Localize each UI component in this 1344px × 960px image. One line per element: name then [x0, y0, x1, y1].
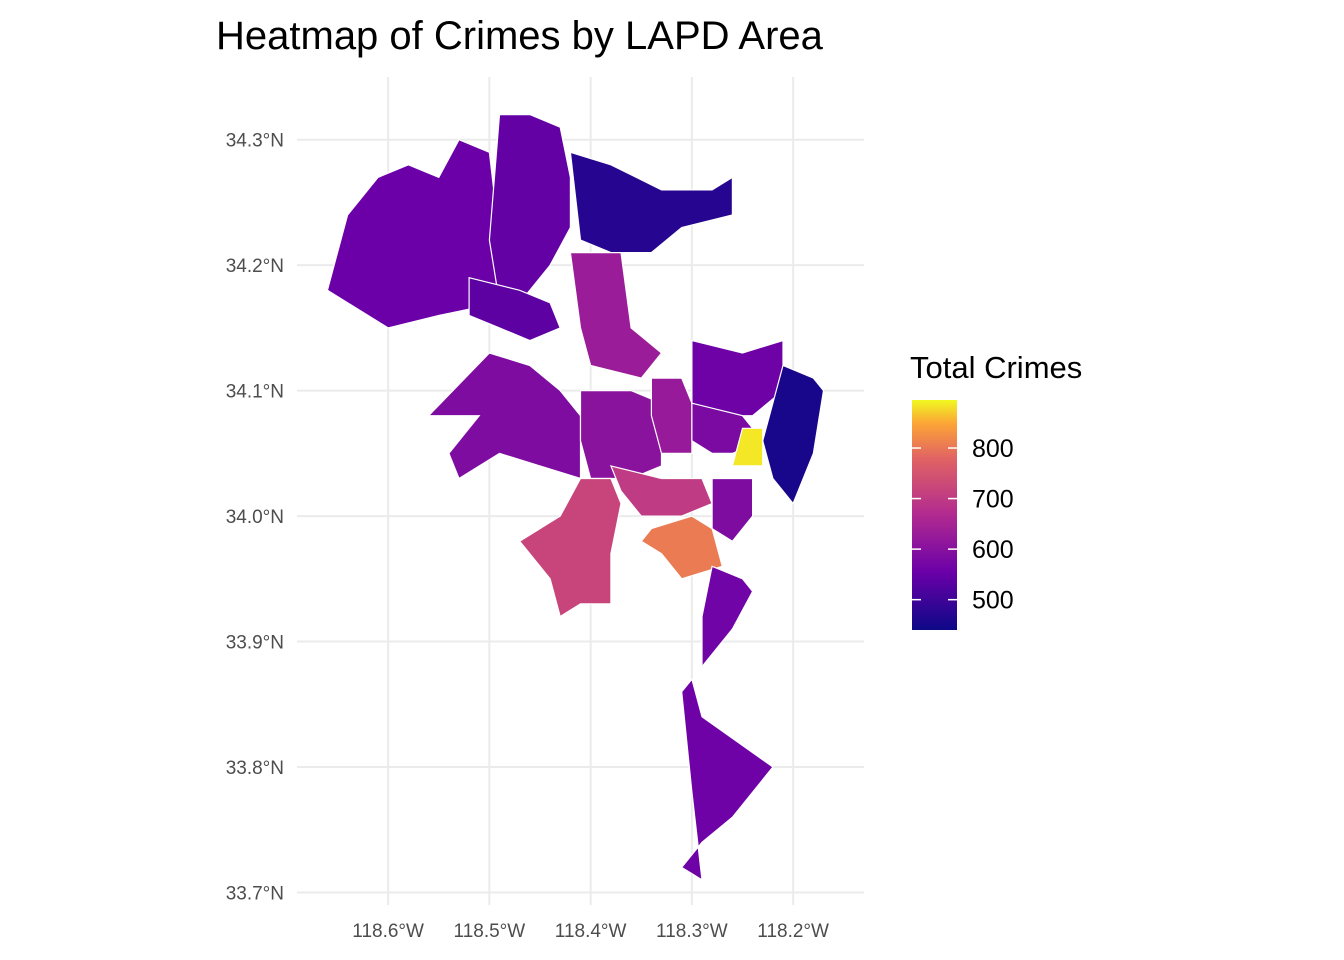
legend-colorbar — [912, 400, 957, 630]
lapd-area-6 — [427, 352, 582, 480]
lapd-area-5 — [569, 252, 663, 379]
lapd-area-2 — [488, 113, 572, 304]
x-tick-label: 118.6°W — [352, 921, 424, 942]
x-tick-label: 118.3°W — [656, 921, 728, 942]
lapd-area-12 — [731, 427, 764, 467]
legend-tick-label: 800 — [972, 435, 1014, 463]
y-tick-label: 34.3°N — [226, 131, 284, 152]
y-tick-label: 33.9°N — [226, 633, 284, 654]
chart-title: Heatmap of Crimes by LAPD Area — [216, 14, 823, 58]
lapd-area-7 — [579, 390, 663, 480]
lapd-area-17 — [701, 565, 754, 669]
lapd-areas — [326, 113, 825, 882]
y-tick-label: 34.1°N — [226, 382, 284, 403]
lapd-area-13 — [609, 465, 713, 517]
lapd-area-9 — [691, 339, 784, 417]
lapd-area-10 — [762, 364, 825, 505]
lapd-area-4 — [569, 151, 734, 254]
legend-tick-label: 600 — [972, 536, 1014, 564]
lapd-area-15 — [518, 477, 622, 618]
lapd-area-3 — [468, 276, 561, 342]
legend-title: Total Crimes — [910, 350, 1083, 385]
lapd-area-8 — [650, 377, 693, 454]
lapd-area-18 — [680, 677, 774, 882]
legend-tick-label: 500 — [972, 587, 1014, 615]
x-tick-label: 118.2°W — [757, 921, 829, 942]
lapd-area-14 — [711, 477, 754, 542]
legend: 800 700 600 500 — [912, 400, 1014, 630]
lapd-area-16 — [640, 515, 724, 580]
y-tick-label: 33.8°N — [226, 758, 284, 779]
y-tick-label: 33.7°N — [226, 883, 284, 904]
axis-labels: 118.6°W 118.5°W 118.4°W 118.3°W 118.2°W 34.3°… — [226, 131, 829, 942]
y-tick-label: 34.2°N — [226, 256, 284, 277]
x-tick-label: 118.5°W — [454, 921, 526, 942]
x-tick-label: 118.4°W — [555, 921, 627, 942]
legend-tick-label: 700 — [972, 486, 1014, 514]
y-tick-label: 34.0°N — [226, 507, 284, 528]
